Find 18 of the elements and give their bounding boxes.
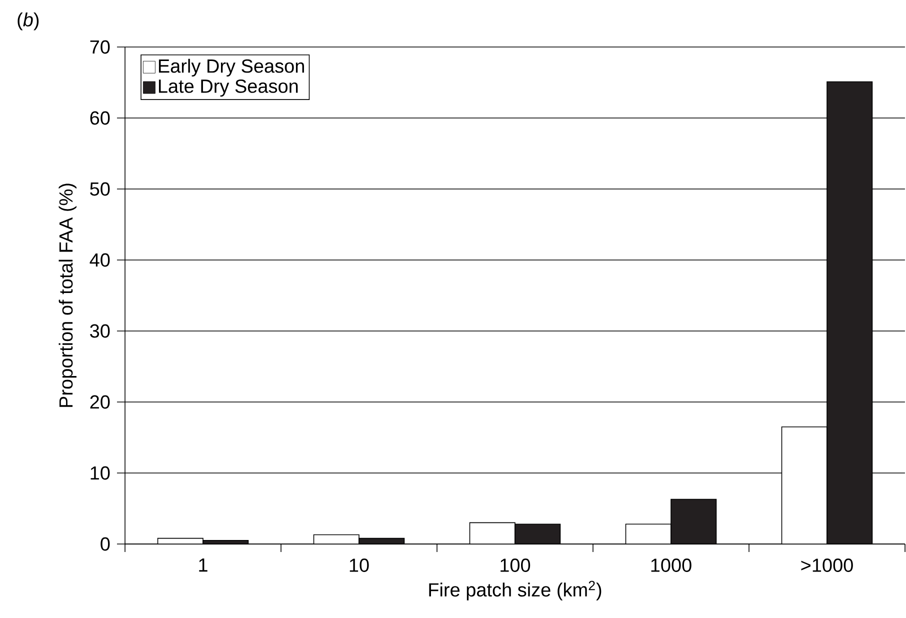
y-tick-label: 40 (90, 253, 110, 267)
x-axis-title: Fire patch size (km$^{2}$) (429, 580, 602, 600)
y-tick-label: 50 (90, 182, 110, 196)
y-tick-label: 30 (90, 324, 110, 338)
x-tick-label: 100 (500, 558, 530, 572)
y-tick-label: 20 (90, 395, 110, 409)
y-tick-label: 10 (90, 466, 110, 480)
x-tick-label: 1000 (651, 558, 692, 572)
y-axis-title: Proportion of total FAA (%) (58, 184, 76, 407)
x-tick-label: 1 (199, 558, 208, 572)
legend-label: Early Dry Season (158, 58, 304, 77)
y-tick-label: 60 (90, 111, 110, 125)
chart-title: (b) (18, 12, 39, 30)
legend-label: Late Dry Season (158, 79, 298, 97)
y-tick-label: 70 (90, 40, 110, 54)
x-tick-label: 10 (350, 558, 369, 572)
x-tick-label: >1000 (801, 558, 853, 572)
y-tick-label: 0 (100, 537, 110, 551)
